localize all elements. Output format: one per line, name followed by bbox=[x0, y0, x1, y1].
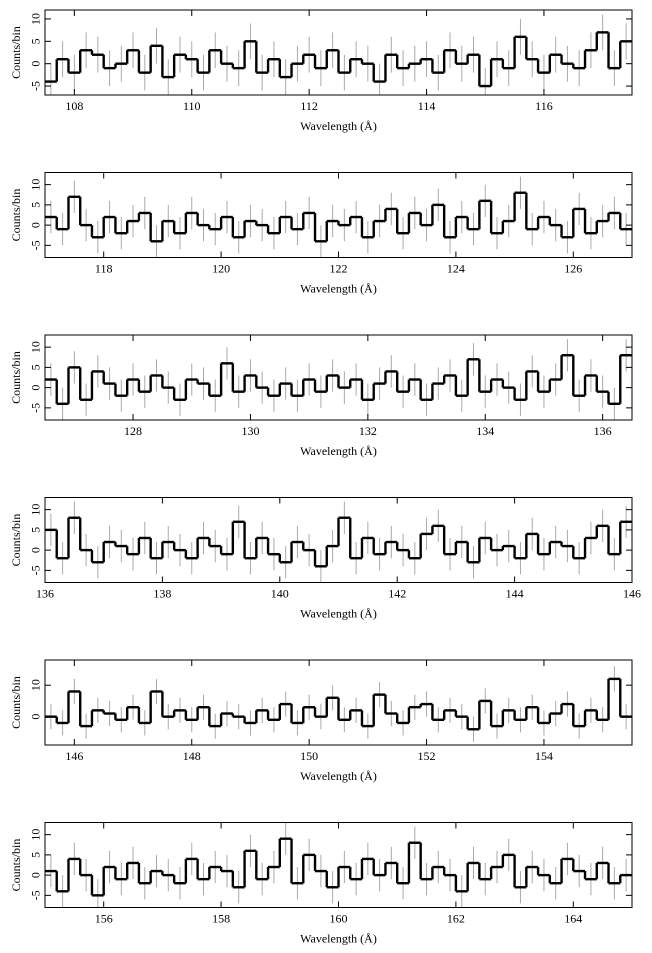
x-tick-label: 162 bbox=[447, 911, 465, 925]
y-tick-label: 10 bbox=[29, 679, 43, 691]
y-tick-label: 0 bbox=[29, 385, 43, 391]
x-axis-label: Wavelength (Å) bbox=[300, 119, 377, 133]
y-tick-label: 5 bbox=[29, 852, 43, 858]
x-tick-label: 130 bbox=[241, 424, 259, 438]
x-tick-label: 118 bbox=[95, 261, 113, 275]
x-tick-label: 146 bbox=[65, 749, 83, 763]
y-axis-label: Counts/bin bbox=[9, 514, 23, 567]
x-tick-label: 132 bbox=[359, 424, 377, 438]
x-tick-label: 120 bbox=[212, 261, 230, 275]
x-axis-label: Wavelength (Å) bbox=[300, 281, 377, 295]
x-tick-label: 134 bbox=[476, 424, 494, 438]
x-tick-label: 122 bbox=[330, 261, 348, 275]
x-tick-label: 154 bbox=[535, 749, 553, 763]
x-tick-label: 116 bbox=[535, 99, 553, 113]
y-tick-label: 0 bbox=[29, 547, 43, 553]
x-axis-label: Wavelength (Å) bbox=[300, 769, 377, 783]
y-axis-label: Counts/bin bbox=[9, 676, 23, 729]
y-tick-label: -5 bbox=[29, 81, 43, 91]
plot-frame bbox=[44, 497, 633, 583]
y-tick-label: 10 bbox=[29, 13, 43, 25]
plot-frame bbox=[44, 9, 633, 96]
y-axis-label: Counts/bin bbox=[9, 189, 23, 242]
panel: 136 138 140 142 144 146 -5 0 5 10 Wavelength (Å) Co… bbox=[9, 497, 641, 620]
x-tick-label: 140 bbox=[271, 586, 289, 600]
y-tick-label: 0 bbox=[29, 222, 43, 228]
x-tick-label: 124 bbox=[447, 261, 465, 275]
plot-frame bbox=[44, 334, 633, 421]
y-tick-label: 5 bbox=[29, 202, 43, 208]
x-tick-label: 144 bbox=[506, 586, 524, 600]
y-tick-label: 0 bbox=[29, 714, 43, 720]
y-tick-label: 10 bbox=[29, 504, 43, 516]
y-tick-label: 10 bbox=[29, 829, 43, 841]
x-tick-label: 150 bbox=[300, 749, 318, 763]
y-axis-label: Counts/bin bbox=[9, 351, 23, 404]
x-tick-label: 164 bbox=[564, 911, 582, 925]
panel: 156 158 160 162 164 -5 0 5 10 Wavelength (Å) Count… bbox=[9, 822, 633, 945]
y-tick-label: -5 bbox=[29, 240, 43, 250]
y-tick-label: -5 bbox=[29, 403, 43, 413]
x-tick-label: 138 bbox=[153, 586, 171, 600]
panel: 146 148 150 152 154 0 10 Wavelength (Å) Counts/b… bbox=[9, 659, 633, 783]
x-tick-label: 160 bbox=[330, 911, 348, 925]
panel: 128 130 132 134 136 -5 0 5 10 Wavelength (Å) Count… bbox=[9, 334, 633, 458]
x-tick-label: 152 bbox=[418, 749, 436, 763]
x-tick-label: 156 bbox=[95, 911, 113, 925]
x-tick-label: 148 bbox=[183, 749, 201, 763]
x-tick-label: 112 bbox=[300, 99, 318, 113]
x-tick-label: 158 bbox=[212, 911, 230, 925]
x-tick-label: 126 bbox=[564, 261, 582, 275]
x-tick-label: 114 bbox=[418, 99, 436, 113]
y-axis-label: Counts/bin bbox=[9, 839, 23, 892]
x-axis-label: Wavelength (Å) bbox=[300, 931, 377, 945]
x-tick-label: 108 bbox=[65, 99, 83, 113]
x-tick-label: 136 bbox=[36, 586, 54, 600]
y-tick-label: -5 bbox=[29, 890, 43, 900]
panel: 118 120 122 124 126 -5 0 5 10 Wavelength (Å) Count… bbox=[9, 172, 633, 295]
y-tick-label: 0 bbox=[29, 61, 43, 67]
y-tick-label: -5 bbox=[29, 565, 43, 575]
x-tick-label: 110 bbox=[183, 99, 201, 113]
y-tick-label: 0 bbox=[29, 872, 43, 878]
y-tick-label: 5 bbox=[29, 527, 43, 533]
x-tick-label: 146 bbox=[623, 586, 641, 600]
y-tick-label: 5 bbox=[29, 364, 43, 370]
x-tick-label: 128 bbox=[124, 424, 142, 438]
plot-frame bbox=[44, 659, 633, 746]
x-tick-label: 142 bbox=[388, 586, 406, 600]
x-tick-label: 136 bbox=[594, 424, 612, 438]
y-tick-label: 10 bbox=[29, 179, 43, 191]
panel: 108 110 112 114 116 -5 0 5 10 Wavelength (Å) Count… bbox=[9, 9, 633, 133]
y-axis-label: Counts/bin bbox=[9, 26, 23, 79]
x-axis-label: Wavelength (Å) bbox=[300, 444, 377, 458]
y-tick-label: 10 bbox=[29, 341, 43, 353]
x-axis-label: Wavelength (Å) bbox=[300, 606, 377, 620]
y-tick-label: 5 bbox=[29, 38, 43, 44]
